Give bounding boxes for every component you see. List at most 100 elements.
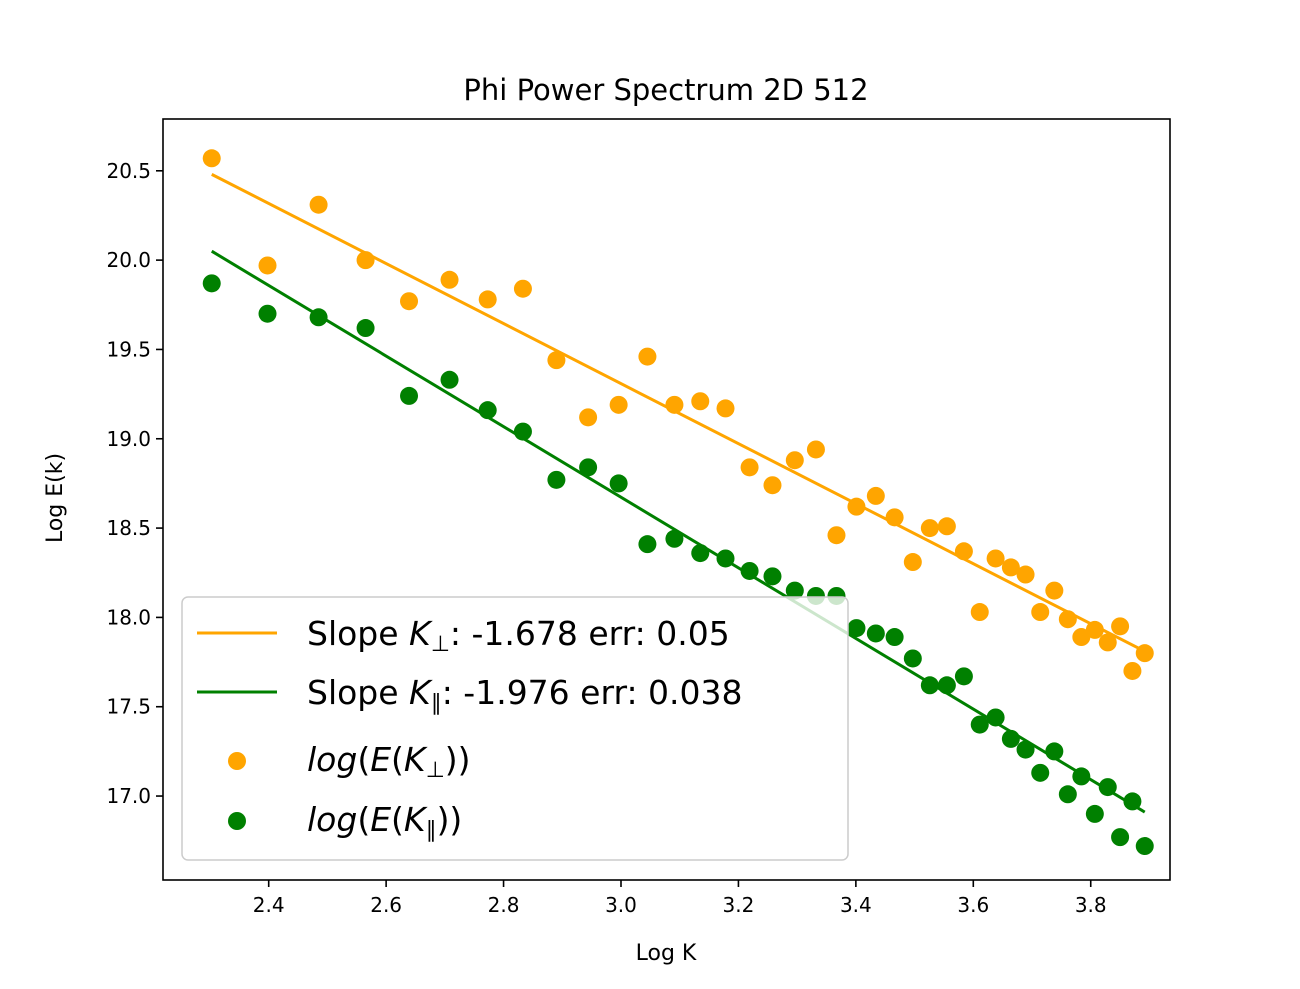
series-0-point: [440, 270, 459, 289]
series-0-point: [827, 526, 846, 545]
series-1-point: [1016, 740, 1035, 759]
series-1-point: [202, 274, 221, 293]
series-1-point: [638, 535, 657, 554]
series-0-point: [547, 351, 566, 370]
series-1-point: [440, 370, 459, 389]
x-tick-label: 3.6: [957, 893, 989, 917]
series-0-point: [356, 251, 375, 270]
x-tick-label: 3.2: [723, 893, 755, 917]
series-0-point: [309, 195, 328, 214]
series-0-point: [202, 149, 221, 168]
series-1-point: [356, 319, 375, 338]
series-1-point: [1111, 828, 1130, 847]
series-1-point: [937, 676, 956, 695]
axes: 2.4 2.6 2.8 3.0 3.2 3.4 3.6 3.8 17.0 17.5 18.0 18.5…: [106, 118, 1171, 917]
series-0-point: [1001, 558, 1020, 577]
x-tick-label: 3.0: [605, 893, 637, 917]
series-0-point: [258, 256, 277, 275]
series-1-point: [740, 561, 759, 580]
chart-title: Phi Power Spectrum 2D 512: [463, 73, 868, 107]
series-1-point: [400, 386, 419, 405]
series-0-point: [716, 399, 735, 418]
series-0-point: [885, 508, 904, 527]
series-0-point: [1123, 661, 1142, 680]
y-axis-label: Log E(k): [43, 453, 68, 543]
plot-frame: [162, 118, 1171, 881]
series-0-point: [691, 392, 710, 411]
series-1-point: [763, 567, 782, 586]
y-tick-label: 17.0: [106, 784, 151, 808]
series-1-point: [1123, 792, 1142, 811]
series-0-point: [1072, 628, 1091, 647]
series-0-point: [866, 486, 885, 505]
legend-label-fit-1: Slope K∥: -1.976 err: 0.038: [307, 673, 743, 716]
series-0-point: [579, 408, 598, 427]
series-1-point: [1098, 778, 1117, 797]
series-0-point: [740, 458, 759, 477]
y-tick-label: 18.5: [106, 516, 151, 540]
series-0-point: [785, 451, 804, 470]
x-tick-label: 2.4: [253, 893, 285, 917]
y-tick-label: 18.0: [106, 605, 151, 629]
series-0-point: [478, 290, 497, 309]
series-0-point: [665, 395, 684, 414]
series-1-point: [665, 529, 684, 548]
series-1-point: [547, 470, 566, 489]
series-1-point: [579, 458, 598, 477]
x-tick-label: 2.8: [488, 893, 520, 917]
series-0-point: [1085, 620, 1104, 639]
series-1-point: [954, 667, 973, 686]
series-0-point: [1016, 565, 1035, 584]
y-tick-label: 17.5: [106, 695, 151, 719]
series-0-point: [638, 347, 657, 366]
legend-label-series-0: log(E(K⊥)): [307, 740, 470, 783]
series-0-point: [400, 292, 419, 311]
legend-label-series-1: log(E(K∥)): [307, 800, 462, 843]
x-tick-label: 3.8: [1075, 893, 1107, 917]
series-0-point: [903, 553, 922, 572]
series-1-point: [258, 304, 277, 323]
series-0-point: [763, 476, 782, 495]
series-1-point: [1045, 742, 1064, 761]
series-0-point: [1058, 610, 1077, 629]
series-1-point: [513, 422, 532, 441]
series-1-point: [309, 308, 328, 327]
series-0-point: [970, 603, 989, 622]
legend: Slope K⊥: -1.678 err: 0.05 Slope K∥: -1.9…: [181, 596, 849, 861]
series-0-point: [1098, 633, 1117, 652]
series-1-point: [691, 544, 710, 563]
series-0-point: [1045, 581, 1064, 600]
series-1-point: [970, 715, 989, 734]
y-tick-label: 19.0: [106, 427, 151, 451]
series-1-point: [609, 474, 628, 493]
legend-label-fit-0: Slope K⊥: -1.678 err: 0.05: [307, 614, 730, 657]
series-1-point: [1085, 804, 1104, 823]
series-0-point: [1031, 603, 1050, 622]
series-1-point: [1072, 767, 1091, 786]
series-1-point: [903, 649, 922, 668]
series-1-point: [716, 549, 735, 568]
series-1-point: [847, 619, 866, 638]
series-1-point: [866, 624, 885, 643]
series-1-point: [478, 401, 497, 420]
x-tick-label: 2.6: [370, 893, 402, 917]
series-1-point: [1135, 837, 1154, 856]
series-1-point: [885, 628, 904, 647]
series-0-point: [847, 497, 866, 516]
series-1-point: [986, 708, 1005, 727]
series-0-point: [937, 517, 956, 536]
series-0-point: [986, 549, 1005, 568]
x-tick-label: 3.4: [840, 893, 872, 917]
series-0-point: [954, 542, 973, 561]
series-1-point: [1058, 785, 1077, 804]
x-axis-label: Log K: [636, 941, 697, 966]
legend-marker-swatch-1: [228, 812, 246, 830]
series-0-point: [806, 440, 825, 459]
series-0-point: [920, 519, 939, 538]
series-0-point: [513, 279, 532, 298]
y-tick-label: 19.5: [106, 337, 151, 361]
series-1-point: [920, 676, 939, 695]
series-0-point: [609, 395, 628, 414]
legend-marker-swatch-0: [228, 752, 246, 770]
